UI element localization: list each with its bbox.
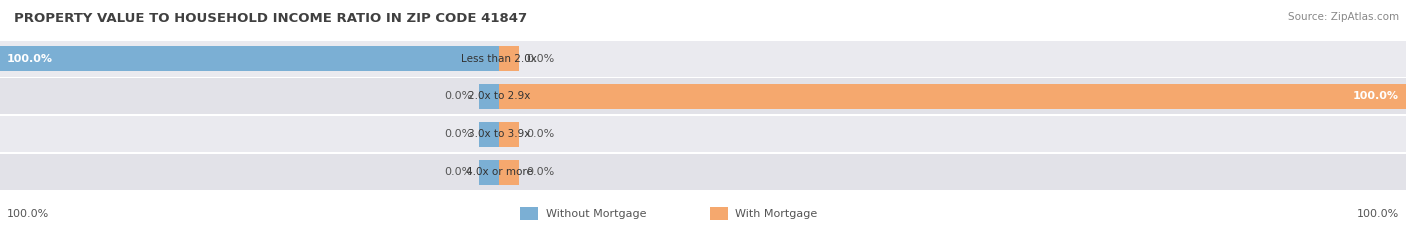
Text: 100.0%: 100.0%	[1353, 91, 1399, 101]
Text: 0.0%: 0.0%	[526, 54, 554, 64]
Text: 3.0x to 3.9x: 3.0x to 3.9x	[468, 129, 530, 139]
Text: Source: ZipAtlas.com: Source: ZipAtlas.com	[1288, 12, 1399, 22]
Text: 100.0%: 100.0%	[1357, 209, 1399, 219]
Text: 4.0x or more: 4.0x or more	[465, 167, 533, 177]
Text: 100.0%: 100.0%	[7, 54, 53, 64]
Text: 100.0%: 100.0%	[7, 209, 49, 219]
Text: Without Mortgage: Without Mortgage	[546, 209, 645, 219]
Text: 0.0%: 0.0%	[526, 167, 554, 177]
Text: 0.0%: 0.0%	[526, 129, 554, 139]
Text: 0.0%: 0.0%	[444, 91, 472, 101]
Text: 0.0%: 0.0%	[444, 129, 472, 139]
Text: With Mortgage: With Mortgage	[735, 209, 817, 219]
Text: Less than 2.0x: Less than 2.0x	[461, 54, 537, 64]
Text: 0.0%: 0.0%	[444, 167, 472, 177]
Text: PROPERTY VALUE TO HOUSEHOLD INCOME RATIO IN ZIP CODE 41847: PROPERTY VALUE TO HOUSEHOLD INCOME RATIO…	[14, 12, 527, 25]
Text: 2.0x to 2.9x: 2.0x to 2.9x	[468, 91, 530, 101]
